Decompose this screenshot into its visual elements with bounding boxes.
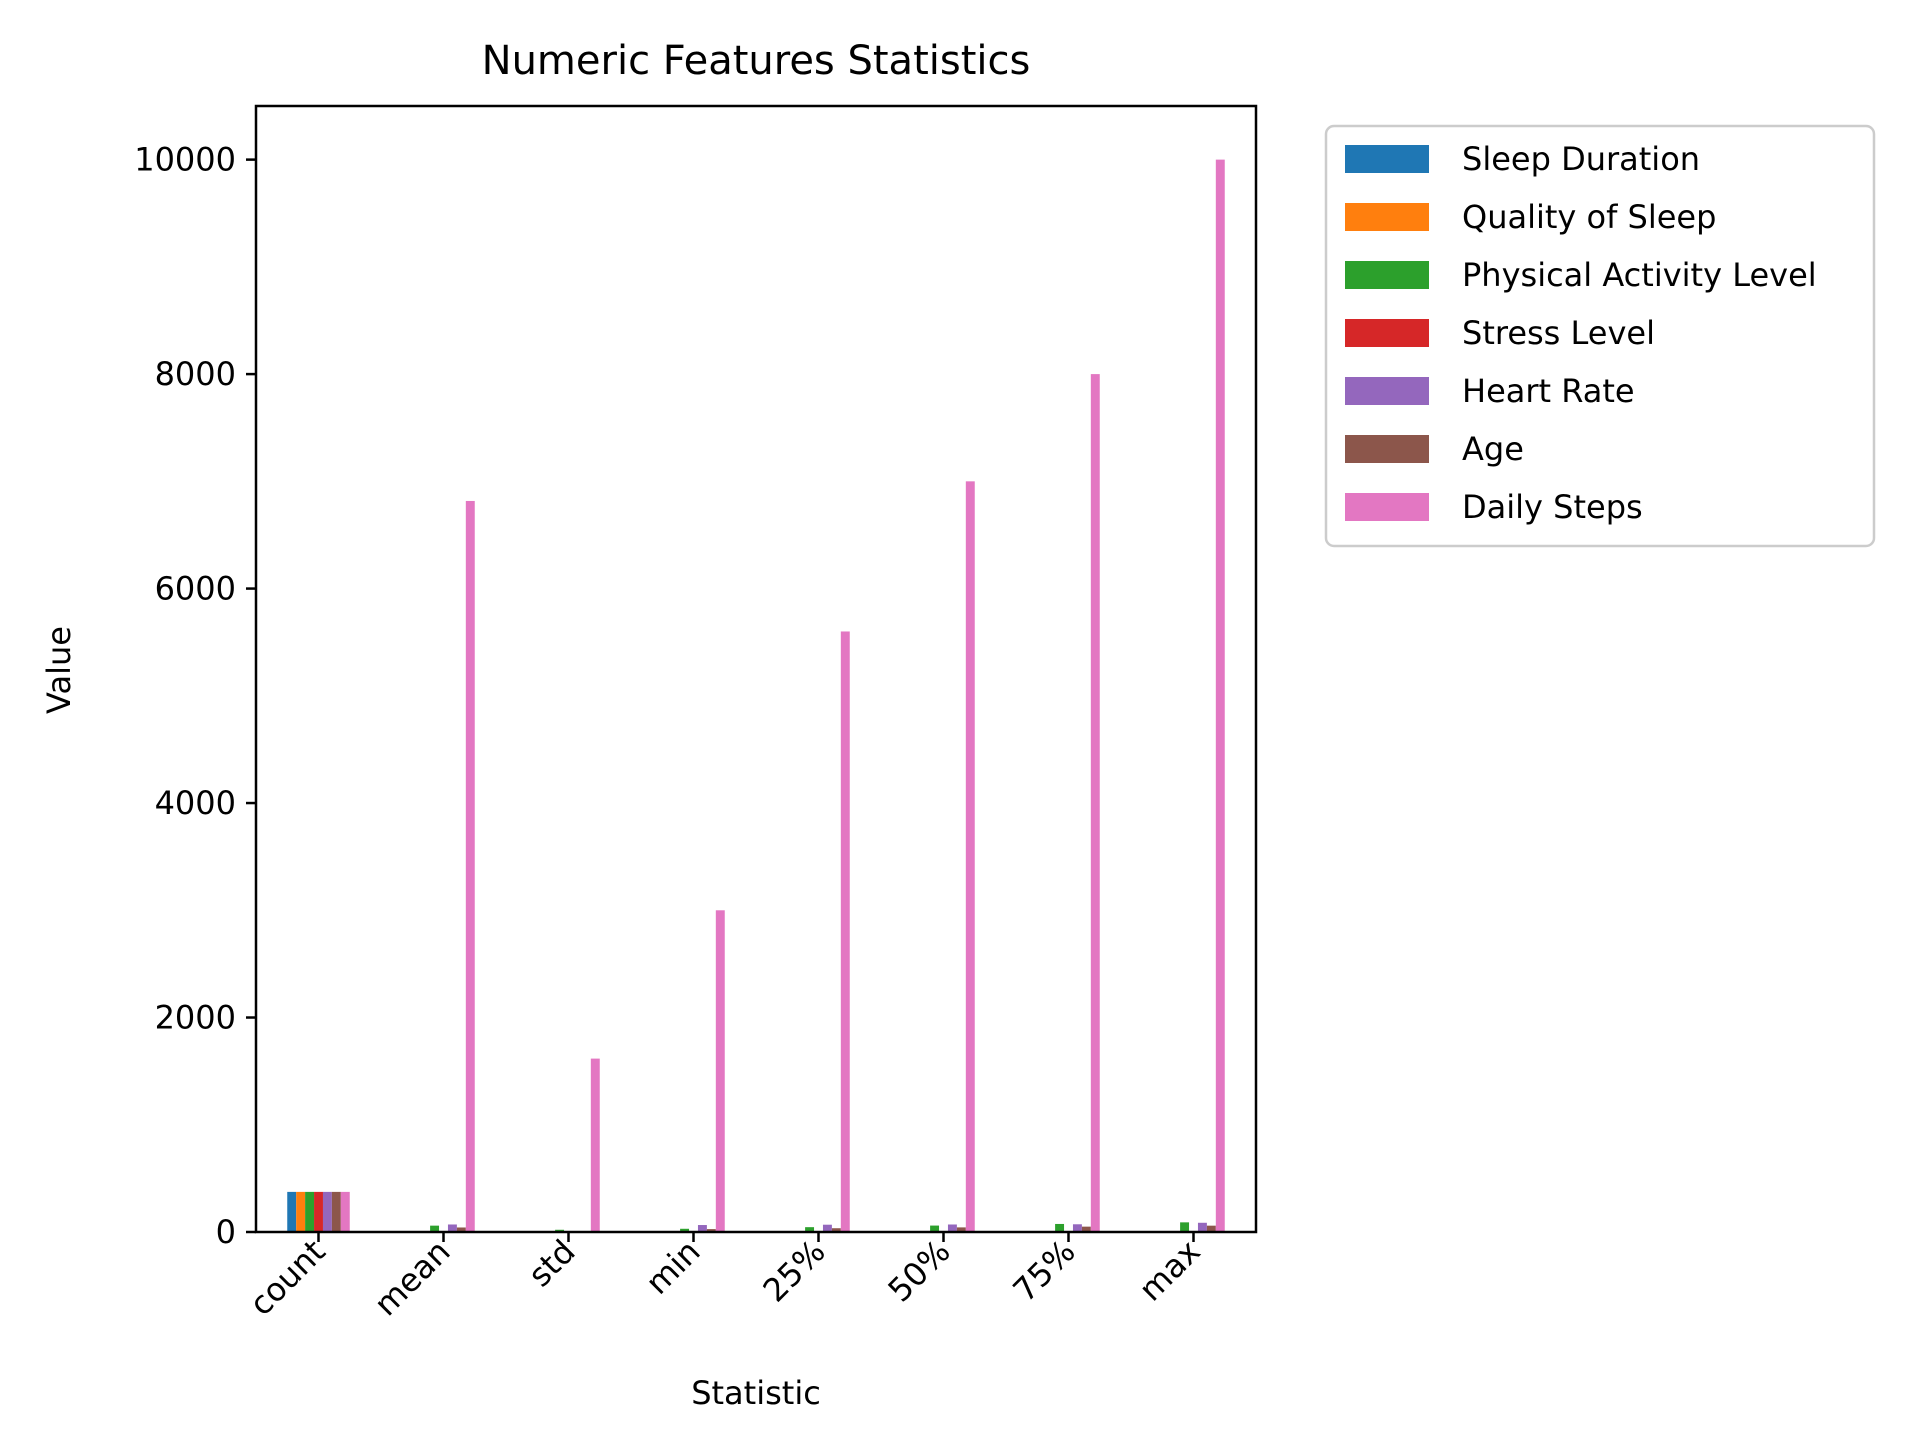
legend-swatch [1345,435,1429,463]
bar [1081,1226,1091,1232]
legend-label: Daily Steps [1462,488,1643,526]
legend-label: Age [1462,430,1524,468]
legend-label: Stress Level [1462,314,1655,352]
x-tick-label: 25% [755,1232,832,1309]
legend-label: Heart Rate [1462,372,1635,410]
y-axis: 0 2000 4000 6000 8000 10000 [134,141,256,1251]
bar [465,500,475,1233]
x-axis-label: Statistic [691,1374,821,1412]
bar [305,1191,315,1232]
bar [322,1191,332,1232]
legend-swatch [1345,377,1429,405]
bar [715,910,725,1232]
x-tick-label: max [1131,1232,1207,1308]
x-tick-label: std [521,1232,583,1294]
legend: Sleep Duration Quality of Sleep Physical A… [1324,124,1876,548]
bar [965,481,975,1233]
bar [680,1228,690,1232]
bar [430,1225,440,1232]
legend-swatch [1345,319,1429,347]
bar [947,1224,957,1232]
bar [1215,159,1225,1232]
y-tick-label: 2000 [155,999,236,1037]
y-tick-label: 10000 [134,141,236,179]
y-axis-label: Value [40,626,78,714]
x-tick-label: mean [367,1232,458,1323]
legend-label: Sleep Duration [1462,140,1700,178]
bar [331,1191,341,1232]
legend-frame [1324,124,1876,548]
legend-label: Quality of Sleep [1462,198,1716,236]
bar [1055,1223,1065,1232]
bar [805,1227,815,1232]
bar [822,1224,832,1232]
x-tick-label: min [638,1232,708,1302]
y-tick-label: 8000 [155,355,236,393]
bar [1090,374,1100,1233]
bar [287,1191,297,1232]
chart-title: Numeric Features Statistics [482,38,1031,84]
bar [1072,1224,1082,1232]
x-axis: count mean std min 25% 50% 75% max [242,1232,1208,1323]
bar [706,1229,716,1232]
legend-swatch [1345,145,1429,173]
bar [314,1191,323,1232]
bar [930,1225,940,1232]
bar [456,1227,466,1232]
bar [447,1224,457,1232]
y-tick-label: 6000 [155,570,236,608]
bar [840,631,850,1232]
bar [296,1191,306,1232]
bar [956,1227,966,1232]
x-tick-label: 75% [1005,1232,1082,1309]
y-tick-label: 4000 [155,784,236,822]
bar [340,1191,350,1232]
legend-label: Physical Activity Level [1462,256,1817,294]
bar [1180,1222,1190,1232]
plot-frame [254,104,1258,1234]
legend-swatch [1345,493,1429,521]
legend-swatch [1345,203,1429,231]
bar [831,1228,841,1232]
bar [697,1225,707,1232]
x-tick-label: count [242,1232,333,1323]
bar [1206,1225,1216,1232]
x-tick-label: 50% [880,1232,957,1309]
bars-group [287,159,1225,1233]
legend-swatch [1345,261,1429,289]
y-tick-label: 0 [216,1213,236,1251]
bar [590,1058,600,1232]
bar [1197,1222,1207,1232]
